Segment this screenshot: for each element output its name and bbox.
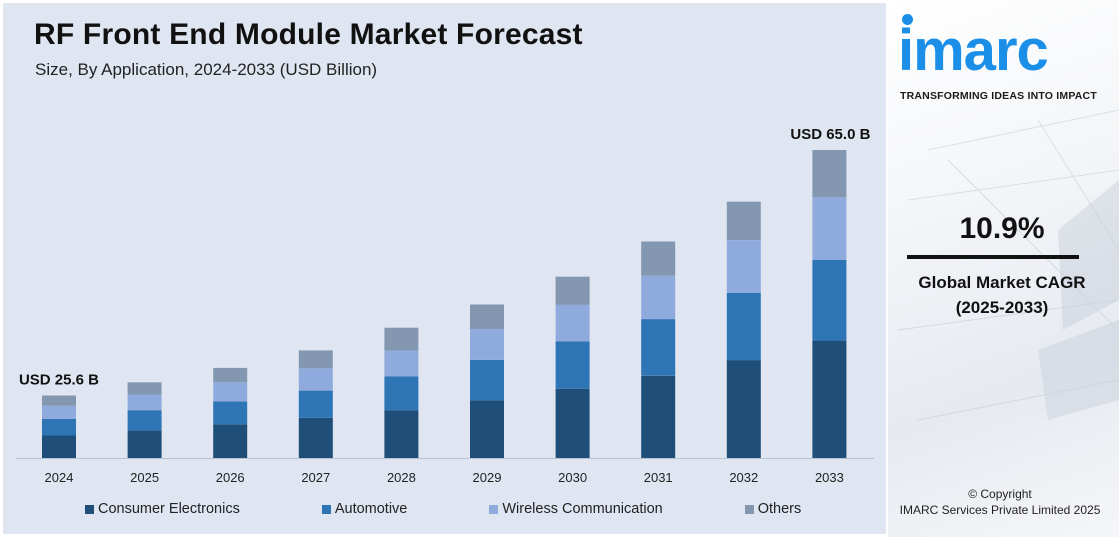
bar-automotive-2029: [470, 359, 504, 401]
stacked-bar-chart: 2024 2025 2026 2027 2028 2029 2030 2031 2032 2033…: [16, 126, 874, 485]
bar-others-2027: [298, 350, 333, 369]
bar-others-2030: [555, 276, 590, 305]
bar-automotive-2030: [555, 341, 590, 389]
bar-automotive-2024: [42, 419, 76, 436]
bar-consumer-electronics-2026: [213, 424, 248, 458]
bar-wireless-communication-2024: [42, 405, 76, 419]
bar-consumer-electronics-2025: [127, 430, 162, 458]
bar-wireless-communication-2028: [384, 350, 419, 377]
copyright-line1: © Copyright: [968, 487, 1032, 501]
bar-automotive-2033: [812, 259, 847, 341]
bar-others-2026: [213, 367, 248, 383]
x-tick-label-2031: 2031: [644, 470, 673, 485]
legend-swatch-consumer-electronics: [85, 504, 94, 514]
bar-consumer-electronics-2032: [726, 360, 761, 458]
chart-subtitle: Size, By Application, 2024-2033 (USD Bil…: [35, 60, 378, 79]
bar-wireless-communication-2032: [726, 240, 761, 293]
cagr-divider: [907, 255, 1079, 259]
bar-wireless-communication-2025: [127, 394, 162, 411]
bar-others-2033: [812, 150, 847, 198]
bar-consumer-electronics-2028: [384, 410, 419, 458]
x-tick-label-2029: 2029: [473, 470, 502, 485]
chart-title: RF Front End Module Market Forecast: [34, 18, 583, 51]
bar-others-2032: [726, 201, 761, 240]
bar-consumer-electronics-2027: [298, 418, 333, 458]
bar-automotive-2032: [726, 292, 761, 361]
bar-wireless-communication-2027: [298, 368, 333, 391]
bar-wireless-communication-2029: [470, 329, 504, 360]
bar-automotive-2031: [641, 319, 676, 376]
x-tick-label-2025: 2025: [130, 470, 159, 485]
x-tick-label-2028: 2028: [387, 470, 416, 485]
bar-automotive-2025: [127, 410, 162, 431]
bar-consumer-electronics-2030: [555, 388, 590, 458]
annotation-2033: USD 65.0 B: [790, 126, 870, 143]
bar-others-2025: [127, 382, 162, 395]
x-tick-label-2030: 2030: [558, 470, 587, 485]
bar-others-2024: [42, 395, 76, 406]
cagr-label-line2: (2025-2033): [955, 298, 1049, 317]
logo-dot: [902, 14, 913, 25]
bar-consumer-electronics-2024: [42, 435, 76, 458]
copyright-line2: IMARC Services Private Limited 2025: [899, 503, 1101, 517]
bar-consumer-electronics-2031: [641, 375, 676, 458]
legend-label-others: Others: [757, 501, 802, 517]
background-decoration: [897, 109, 1119, 421]
x-tick-label-2032: 2032: [729, 470, 758, 485]
cagr-label: Global Market CAGR (2025-2033): [888, 270, 1116, 320]
bar-automotive-2026: [213, 401, 248, 425]
x-tick-label-2033: 2033: [815, 470, 844, 485]
side-panel: imarc TRANSFORMING IDEAS INTO IMPACT 10.…: [888, 0, 1119, 537]
bar-automotive-2027: [298, 390, 333, 418]
x-tick-label-2027: 2027: [301, 470, 330, 485]
legend-label-wireless-communication: Wireless Communication: [502, 501, 663, 517]
chart-legend: Consumer Electronics Automotive Wireless…: [85, 501, 811, 517]
bar-wireless-communication-2033: [812, 197, 847, 260]
legend-swatch-wireless-communication: [489, 504, 499, 514]
bar-others-2028: [384, 327, 419, 351]
legend-item-wireless-communication: Wireless Communication: [489, 501, 663, 517]
copyright: © Copyright IMARC Services Private Limit…: [888, 486, 1112, 518]
annotation-2024: USD 25.6 B: [19, 372, 99, 389]
bar-automotive-2028: [384, 376, 419, 411]
bar-others-2031: [641, 241, 676, 276]
x-tick-label-2026: 2026: [216, 470, 245, 485]
cagr-value: 10.9%: [959, 212, 1045, 245]
imarc-logo: imarc: [898, 18, 1049, 83]
bar-consumer-electronics-2033: [812, 340, 847, 458]
legend-swatch-others: [744, 504, 754, 514]
legend-label-automotive: Automotive: [334, 501, 408, 517]
legend-item-automotive: Automotive: [321, 501, 408, 517]
bar-wireless-communication-2026: [213, 382, 248, 402]
x-tick-label-2024: 2024: [45, 470, 74, 485]
legend-swatch-automotive: [321, 504, 331, 514]
bar-consumer-electronics-2029: [470, 400, 504, 458]
legend-item-consumer-electronics: Consumer Electronics: [85, 501, 240, 517]
logo-tagline: TRANSFORMING IDEAS INTO IMPACT: [900, 90, 1097, 102]
bar-others-2029: [470, 304, 504, 330]
bar-wireless-communication-2030: [555, 304, 590, 342]
cagr-label-line1: Global Market CAGR: [918, 273, 1086, 292]
bar-wireless-communication-2031: [641, 275, 676, 320]
legend-label-consumer-electronics: Consumer Electronics: [98, 501, 240, 517]
legend-item-others: Others: [744, 501, 802, 517]
